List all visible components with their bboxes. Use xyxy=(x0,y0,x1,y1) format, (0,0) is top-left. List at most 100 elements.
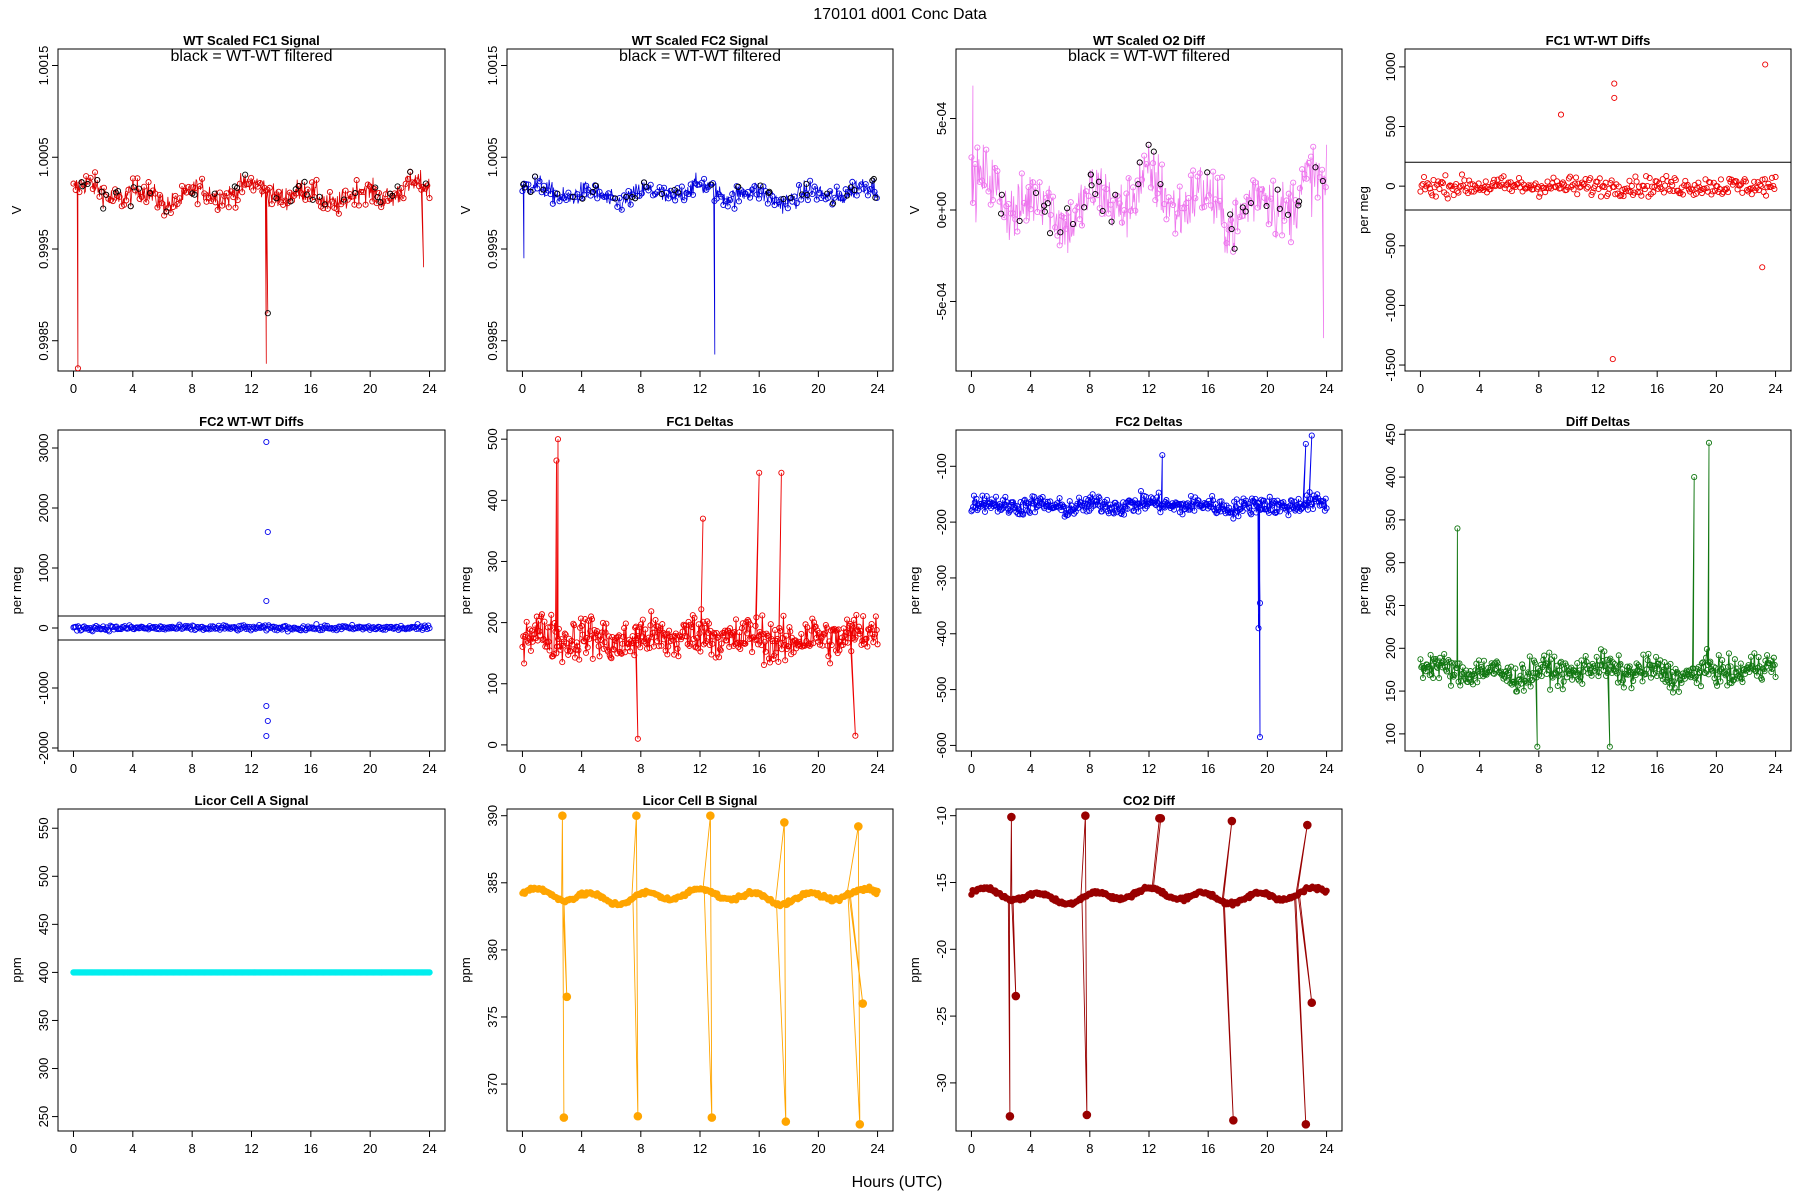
panel-title: FC1 Deltas xyxy=(666,414,733,429)
y-tick-label: 1000 xyxy=(1383,52,1398,81)
event-point xyxy=(559,1113,569,1122)
data-point xyxy=(178,182,186,190)
data-point xyxy=(1570,186,1577,193)
data-point xyxy=(751,636,758,643)
filtered-point xyxy=(579,195,586,202)
filtered-point xyxy=(303,191,310,198)
data-point xyxy=(769,193,776,200)
data-point xyxy=(264,717,271,725)
data-point xyxy=(685,190,692,198)
data-point xyxy=(738,639,745,646)
data-point xyxy=(1762,61,1769,68)
data-point xyxy=(315,198,322,205)
data-point xyxy=(523,618,530,625)
data-point xyxy=(1047,211,1054,218)
data-point xyxy=(1098,508,1106,515)
data-layer xyxy=(968,85,1329,339)
data-point xyxy=(1587,175,1594,182)
x-tick-label: 0 xyxy=(70,381,77,396)
panel-p9: Licor Cell A Signal ppm 0 4 8 12 16 20 24 250 300 3… xyxy=(9,793,446,1156)
x-tick-label: 4 xyxy=(129,1141,136,1156)
event-point xyxy=(1081,811,1090,820)
data-point xyxy=(760,661,768,668)
data-point xyxy=(1225,226,1232,233)
data-layer xyxy=(519,436,881,742)
data-point xyxy=(649,634,656,641)
data-point xyxy=(701,624,708,631)
x-tick-label: 16 xyxy=(304,1141,318,1156)
data-point xyxy=(1455,678,1462,685)
data-point xyxy=(1669,182,1676,189)
x-tick-label: 8 xyxy=(1086,1141,1093,1156)
data-point xyxy=(1323,887,1330,895)
data-point xyxy=(1551,653,1558,660)
data-point xyxy=(849,634,857,642)
data-point xyxy=(413,177,420,184)
x-tick-label: 24 xyxy=(870,761,884,776)
x-tick-label: 16 xyxy=(1201,381,1215,396)
data-point xyxy=(1705,671,1712,678)
data-point xyxy=(596,653,603,660)
data-point xyxy=(418,186,425,193)
filtered-point xyxy=(870,175,877,183)
data-point xyxy=(342,187,349,194)
data-point xyxy=(734,639,741,646)
y-tick-label: -1500 xyxy=(1383,348,1398,381)
data-point xyxy=(691,614,698,621)
data-point xyxy=(1574,191,1581,198)
data-point xyxy=(1204,505,1211,512)
panel-title: FC1 WT-WT Diffs xyxy=(1546,33,1651,48)
data-point xyxy=(858,641,865,648)
data-point xyxy=(539,637,546,644)
data-point xyxy=(72,623,79,630)
data-point xyxy=(1448,659,1455,666)
data-point xyxy=(588,613,595,620)
data-point xyxy=(618,206,625,213)
data-point xyxy=(988,496,995,503)
data-point xyxy=(170,203,177,211)
data-point xyxy=(705,620,712,627)
data-point xyxy=(665,195,672,202)
filtered-point xyxy=(264,310,271,317)
data-point xyxy=(680,621,687,628)
filtered-point xyxy=(520,181,527,188)
data-point xyxy=(766,659,773,666)
data-point xyxy=(1628,685,1635,692)
filtered-point xyxy=(1312,164,1319,171)
data-point xyxy=(996,198,1003,205)
x-tick-label: 4 xyxy=(578,761,585,776)
data-point xyxy=(1530,669,1537,676)
data-point xyxy=(751,183,758,190)
filtered-point xyxy=(612,195,619,202)
data-point xyxy=(300,191,307,198)
filtered-point xyxy=(830,200,837,207)
x-tick-label: 8 xyxy=(189,381,196,396)
event-point xyxy=(1303,820,1312,830)
data-point xyxy=(1265,221,1272,228)
data-point xyxy=(424,182,431,189)
x-tick-label: 16 xyxy=(752,1141,766,1156)
data-point xyxy=(1161,201,1168,208)
y-axis-label: ppm xyxy=(907,957,922,982)
data-point xyxy=(1770,182,1777,189)
x-tick-label: 4 xyxy=(1476,381,1483,396)
data-point xyxy=(1557,111,1565,118)
data-point xyxy=(579,631,586,638)
data-point xyxy=(981,508,989,515)
data-point xyxy=(844,639,851,646)
data-point xyxy=(206,626,213,633)
x-tick-label: 20 xyxy=(811,1141,825,1156)
data-point xyxy=(1737,660,1744,667)
data-point xyxy=(1253,509,1260,516)
data-point xyxy=(1506,672,1513,679)
data-point xyxy=(678,183,685,190)
data-point xyxy=(756,469,763,476)
data-point xyxy=(863,635,870,642)
y-tick-label: 500 xyxy=(36,865,51,887)
data-point xyxy=(1261,194,1268,201)
data-point xyxy=(608,655,615,662)
data-point xyxy=(1618,679,1625,686)
data-point xyxy=(869,631,876,638)
y-tick-label: -5e-04 xyxy=(934,283,949,321)
data-point xyxy=(91,169,99,176)
